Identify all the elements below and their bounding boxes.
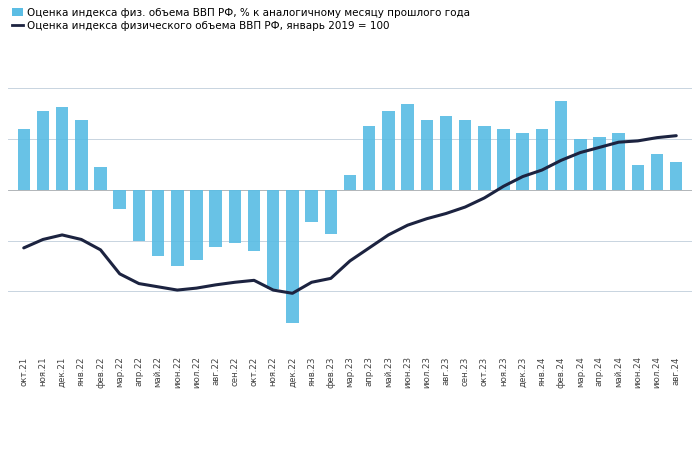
Bar xyxy=(209,190,222,247)
Bar xyxy=(267,190,279,289)
Bar xyxy=(75,120,88,190)
Bar xyxy=(305,190,318,222)
Bar xyxy=(325,190,337,234)
Bar xyxy=(94,167,107,190)
Bar xyxy=(497,129,510,190)
Bar xyxy=(18,129,30,190)
Bar xyxy=(382,111,395,190)
Bar xyxy=(113,190,126,209)
Legend: Оценка индекса физ. объема ВВП РФ, % к аналогичному месяцу прошлого года, Оценка: Оценка индекса физ. объема ВВП РФ, % к а… xyxy=(12,7,470,31)
Bar xyxy=(631,164,644,190)
Bar xyxy=(286,190,299,323)
Bar xyxy=(344,175,356,190)
Bar xyxy=(56,107,69,190)
Bar xyxy=(133,190,145,241)
Bar xyxy=(517,133,529,190)
Bar xyxy=(421,120,433,190)
Bar xyxy=(670,162,682,190)
Bar xyxy=(152,190,164,256)
Bar xyxy=(401,104,414,190)
Bar xyxy=(593,137,606,190)
Bar xyxy=(574,139,587,190)
Bar xyxy=(363,127,375,190)
Bar xyxy=(555,101,567,190)
Bar xyxy=(651,155,664,190)
Bar xyxy=(440,116,452,190)
Bar xyxy=(459,120,471,190)
Bar xyxy=(248,190,260,251)
Bar xyxy=(612,133,625,190)
Bar xyxy=(536,129,548,190)
Bar xyxy=(478,127,491,190)
Bar xyxy=(171,190,183,266)
Bar xyxy=(36,111,49,190)
Bar xyxy=(190,190,203,260)
Bar xyxy=(229,190,241,243)
